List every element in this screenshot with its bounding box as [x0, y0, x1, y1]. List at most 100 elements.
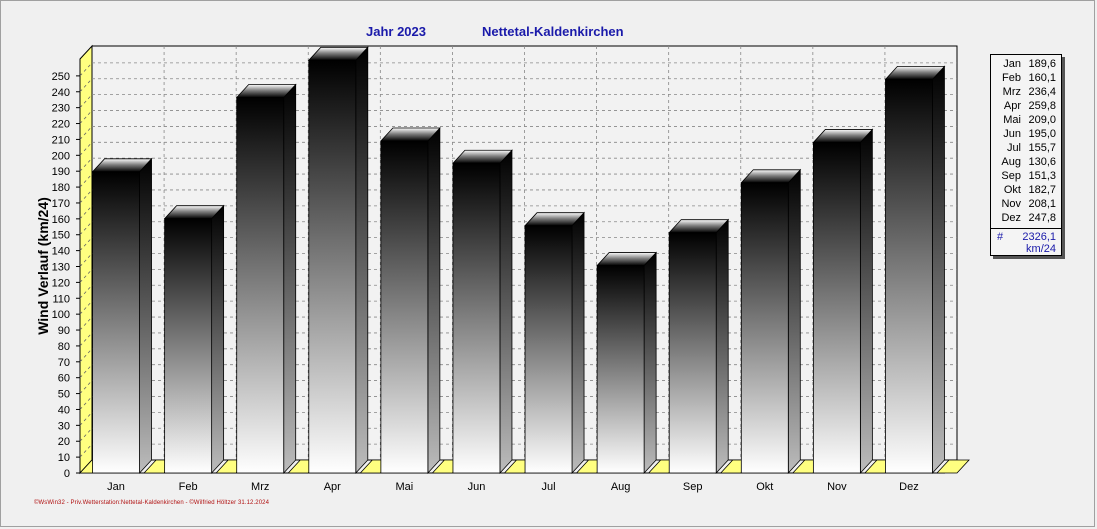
bar-side	[715, 218, 729, 475]
legend-row: Jul 155,7	[991, 141, 1061, 155]
legend-month: Jul	[1006, 142, 1021, 154]
x-tick-label: Dez	[899, 481, 919, 493]
gridline-diagonal	[79, 110, 93, 124]
bar-side	[355, 46, 369, 475]
y-tick-labels: 0 10 20 30 40 50 60 70 80 90 100 110 120 130 140 150 160…	[52, 71, 80, 480]
legend-value: 195,0	[1028, 128, 1056, 140]
chart-subtitle: Nettetal-Kaldenkirchen	[482, 24, 624, 39]
gridline-diagonal	[79, 380, 93, 394]
legend-month: Nov	[1001, 198, 1021, 210]
bar	[596, 265, 645, 474]
legend-total-value: 2326,1	[1022, 231, 1056, 243]
footer-credit: ©WsWin32 - Priv.Wetterstation:Nettetal-K…	[34, 500, 270, 506]
bar-side	[932, 65, 945, 475]
y-tick-label: 110	[52, 293, 70, 305]
legend-value: 259,8	[1028, 100, 1056, 112]
y-tick-label: 140	[52, 246, 70, 258]
x-tick-label: Apr	[324, 481, 341, 493]
y-tick-label: 20	[58, 436, 70, 448]
legend-rows: Jan 189,6 Feb 160,1 Mrz 236,4 Apr 259,8 Mai 209,0…	[991, 55, 1061, 225]
bar	[308, 59, 357, 474]
left-wall	[79, 44, 93, 475]
chart-title: Jahr 2023	[366, 24, 426, 39]
y-tick-label: 210	[52, 134, 70, 146]
y-tick-label: 150	[52, 230, 70, 242]
legend-month: Sep	[1001, 170, 1021, 182]
y-tick-label: 230	[52, 103, 70, 115]
legend-month: Jun	[1003, 128, 1021, 140]
legend: Jan 189,6 Feb 160,1 Mrz 236,4 Apr 259,8 Mai 209,0…	[990, 54, 1062, 256]
legend-month: Mai	[1003, 114, 1021, 126]
legend-value: 160,1	[1028, 72, 1056, 84]
gridline-diagonal	[79, 205, 93, 220]
gridline-diagonal	[79, 173, 93, 188]
gridline-diagonal	[79, 300, 93, 315]
legend-month: Feb	[1002, 72, 1021, 84]
y-tick-label: 120	[52, 277, 70, 289]
legend-month: Mrz	[1002, 86, 1021, 98]
bar-side	[643, 251, 657, 475]
legend-value: 151,3	[1028, 170, 1056, 182]
bar-side	[571, 211, 585, 475]
y-axis-label: Wind Verlauf (km/24)	[35, 197, 51, 335]
bar	[668, 232, 717, 474]
legend-row: Sep 151,3	[991, 169, 1061, 183]
legend-value: 155,7	[1028, 142, 1056, 154]
bar	[92, 171, 140, 474]
y-tick-label: 30	[58, 420, 70, 432]
legend-value: 208,1	[1028, 198, 1056, 210]
legend-row: Nov 208,1	[991, 197, 1061, 211]
bar	[164, 218, 213, 474]
x-tick-label: Aug	[611, 481, 631, 493]
x-tick-label: Jul	[542, 481, 556, 493]
x-tick-label: Sep	[683, 481, 703, 493]
y-tick-label: 90	[58, 325, 70, 337]
gridline-diagonal	[79, 443, 93, 458]
legend-total-symbol: #	[997, 231, 1004, 243]
bar	[236, 97, 285, 474]
legend-divider	[991, 228, 1061, 229]
bar-side	[427, 126, 441, 475]
legend-total: # 2326,1 km/24	[991, 229, 1061, 255]
gridline-diagonal	[79, 78, 93, 93]
legend-row: Okt 182,7	[991, 183, 1061, 197]
bar	[885, 78, 933, 474]
gridline-diagonal	[79, 126, 93, 140]
gridline-diagonal	[79, 62, 93, 77]
bar-side	[211, 204, 225, 475]
legend-month: Aug	[1001, 156, 1021, 168]
legend-value: 130,6	[1028, 156, 1056, 168]
legend-row: Mai 209,0	[991, 113, 1061, 127]
y-tick-label: 250	[52, 71, 70, 83]
y-tick-label: 200	[52, 150, 70, 162]
gridline-diagonal	[79, 221, 93, 236]
gridline-diagonal	[79, 269, 93, 283]
y-tick-label: 70	[58, 357, 70, 369]
y-tick-label: 40	[58, 404, 70, 416]
x-tick-labels: Jan Feb Mrz Apr Mai Jun Jul Aug Sep Okt Nov Dez	[107, 481, 919, 493]
x-tick-label: Jun	[468, 481, 486, 493]
floor-tile	[936, 459, 970, 474]
y-tick-label: 10	[58, 452, 70, 464]
y-tick-label: 180	[52, 182, 70, 194]
gridline-diagonal	[79, 157, 93, 172]
y-tick-label: 240	[52, 87, 70, 99]
legend-row: Feb 160,1	[991, 71, 1061, 85]
legend-value: 247,8	[1028, 212, 1056, 224]
gridline-diagonal	[79, 332, 93, 347]
x-tick-label: Mai	[396, 481, 414, 493]
legend-row: Dez 247,8	[991, 211, 1061, 225]
x-tick-label: Jan	[107, 481, 125, 493]
gridline-diagonal	[79, 396, 93, 410]
gridline-diagonal	[79, 94, 93, 108]
legend-row: Aug 130,6	[991, 155, 1061, 169]
bar	[452, 162, 501, 474]
legend-row: Apr 259,8	[991, 99, 1061, 113]
x-tick-label: Mrz	[251, 481, 269, 493]
y-tick-label: 160	[52, 214, 70, 226]
y-tick-label: 50	[58, 389, 70, 401]
bar-side	[499, 149, 513, 475]
bar	[812, 142, 861, 474]
